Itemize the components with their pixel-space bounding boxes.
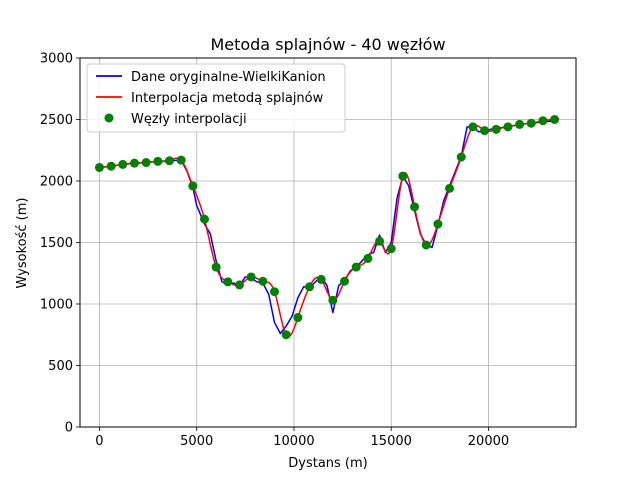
interpolation-node [433, 219, 443, 229]
interpolation-node [305, 282, 315, 292]
interpolation-node [363, 253, 373, 263]
interpolation-node [153, 156, 163, 166]
interpolation-node [503, 122, 513, 132]
interpolation-node [480, 126, 490, 136]
y-tick-label: 1000 [40, 298, 73, 313]
y-tick-label: 2000 [40, 175, 73, 190]
interpolation-node [316, 274, 326, 284]
interpolation-node [234, 280, 244, 290]
legend-label: Węzły interpolacji [131, 112, 247, 127]
interpolation-node [258, 276, 268, 286]
interpolation-node [538, 116, 548, 126]
interpolation-node [550, 115, 560, 124]
x-tick-label: 5000 [180, 434, 213, 449]
interpolation-node [118, 159, 128, 169]
x-tick-label: 15000 [371, 434, 412, 449]
y-axis-label: Wysokość (m) [15, 198, 30, 289]
interpolation-node [340, 276, 350, 286]
interpolation-node [398, 171, 408, 181]
interpolation-node [129, 158, 139, 168]
interpolation-node [375, 236, 385, 246]
x-tick-label: 0 [95, 434, 103, 449]
interpolation-node [246, 272, 256, 282]
interpolation-node [188, 181, 198, 191]
interpolation-node [270, 287, 280, 297]
chart-title: Metoda splajnów - 40 węzłów [210, 35, 445, 54]
interpolation-node [328, 295, 338, 305]
x-tick-label: 20000 [468, 434, 509, 449]
interpolation-node [456, 152, 466, 162]
y-tick-label: 1500 [40, 236, 73, 251]
interpolation-node [106, 161, 116, 171]
interpolation-node [211, 262, 221, 272]
interpolation-node [491, 124, 501, 134]
interpolation-node [176, 155, 186, 165]
interpolation-node [281, 330, 291, 340]
legend-label: Dane oryginalne-WielkiKanion [131, 70, 326, 85]
legend-swatch-marker [104, 113, 114, 123]
x-tick-label: 10000 [273, 434, 314, 449]
x-axis-label: Dystans (m) [288, 456, 368, 471]
legend-box [86, 63, 346, 133]
interpolation-node [164, 156, 174, 166]
y-tick-label: 500 [48, 359, 73, 374]
legend-label: Interpolacja metodą splajnów [131, 91, 324, 106]
interpolation-node [421, 240, 431, 250]
interpolation-node [141, 158, 151, 168]
interpolation-node [351, 262, 361, 272]
interpolation-node [199, 214, 209, 224]
interpolation-node [386, 244, 396, 254]
interpolation-node [515, 119, 525, 129]
ticks: 0 5000 10000 15000 20000 0 500 1000 1500 2000 2500… [40, 52, 509, 450]
interpolation-node [468, 122, 478, 132]
interpolation-node [526, 118, 536, 128]
y-tick-label: 0 [65, 421, 73, 436]
plot-area [94, 115, 560, 340]
interpolation-node [410, 202, 420, 212]
y-tick-label: 2500 [40, 113, 73, 128]
series-line-spline [99, 118, 555, 338]
interpolation-node [94, 162, 104, 172]
legend: Dane oryginalne-WielkiKanion Interpolacja… [86, 63, 346, 133]
interpolation-node [223, 277, 233, 287]
y-tick-label: 3000 [40, 52, 73, 67]
interpolation-node [445, 183, 455, 193]
interpolation-node [293, 313, 303, 323]
